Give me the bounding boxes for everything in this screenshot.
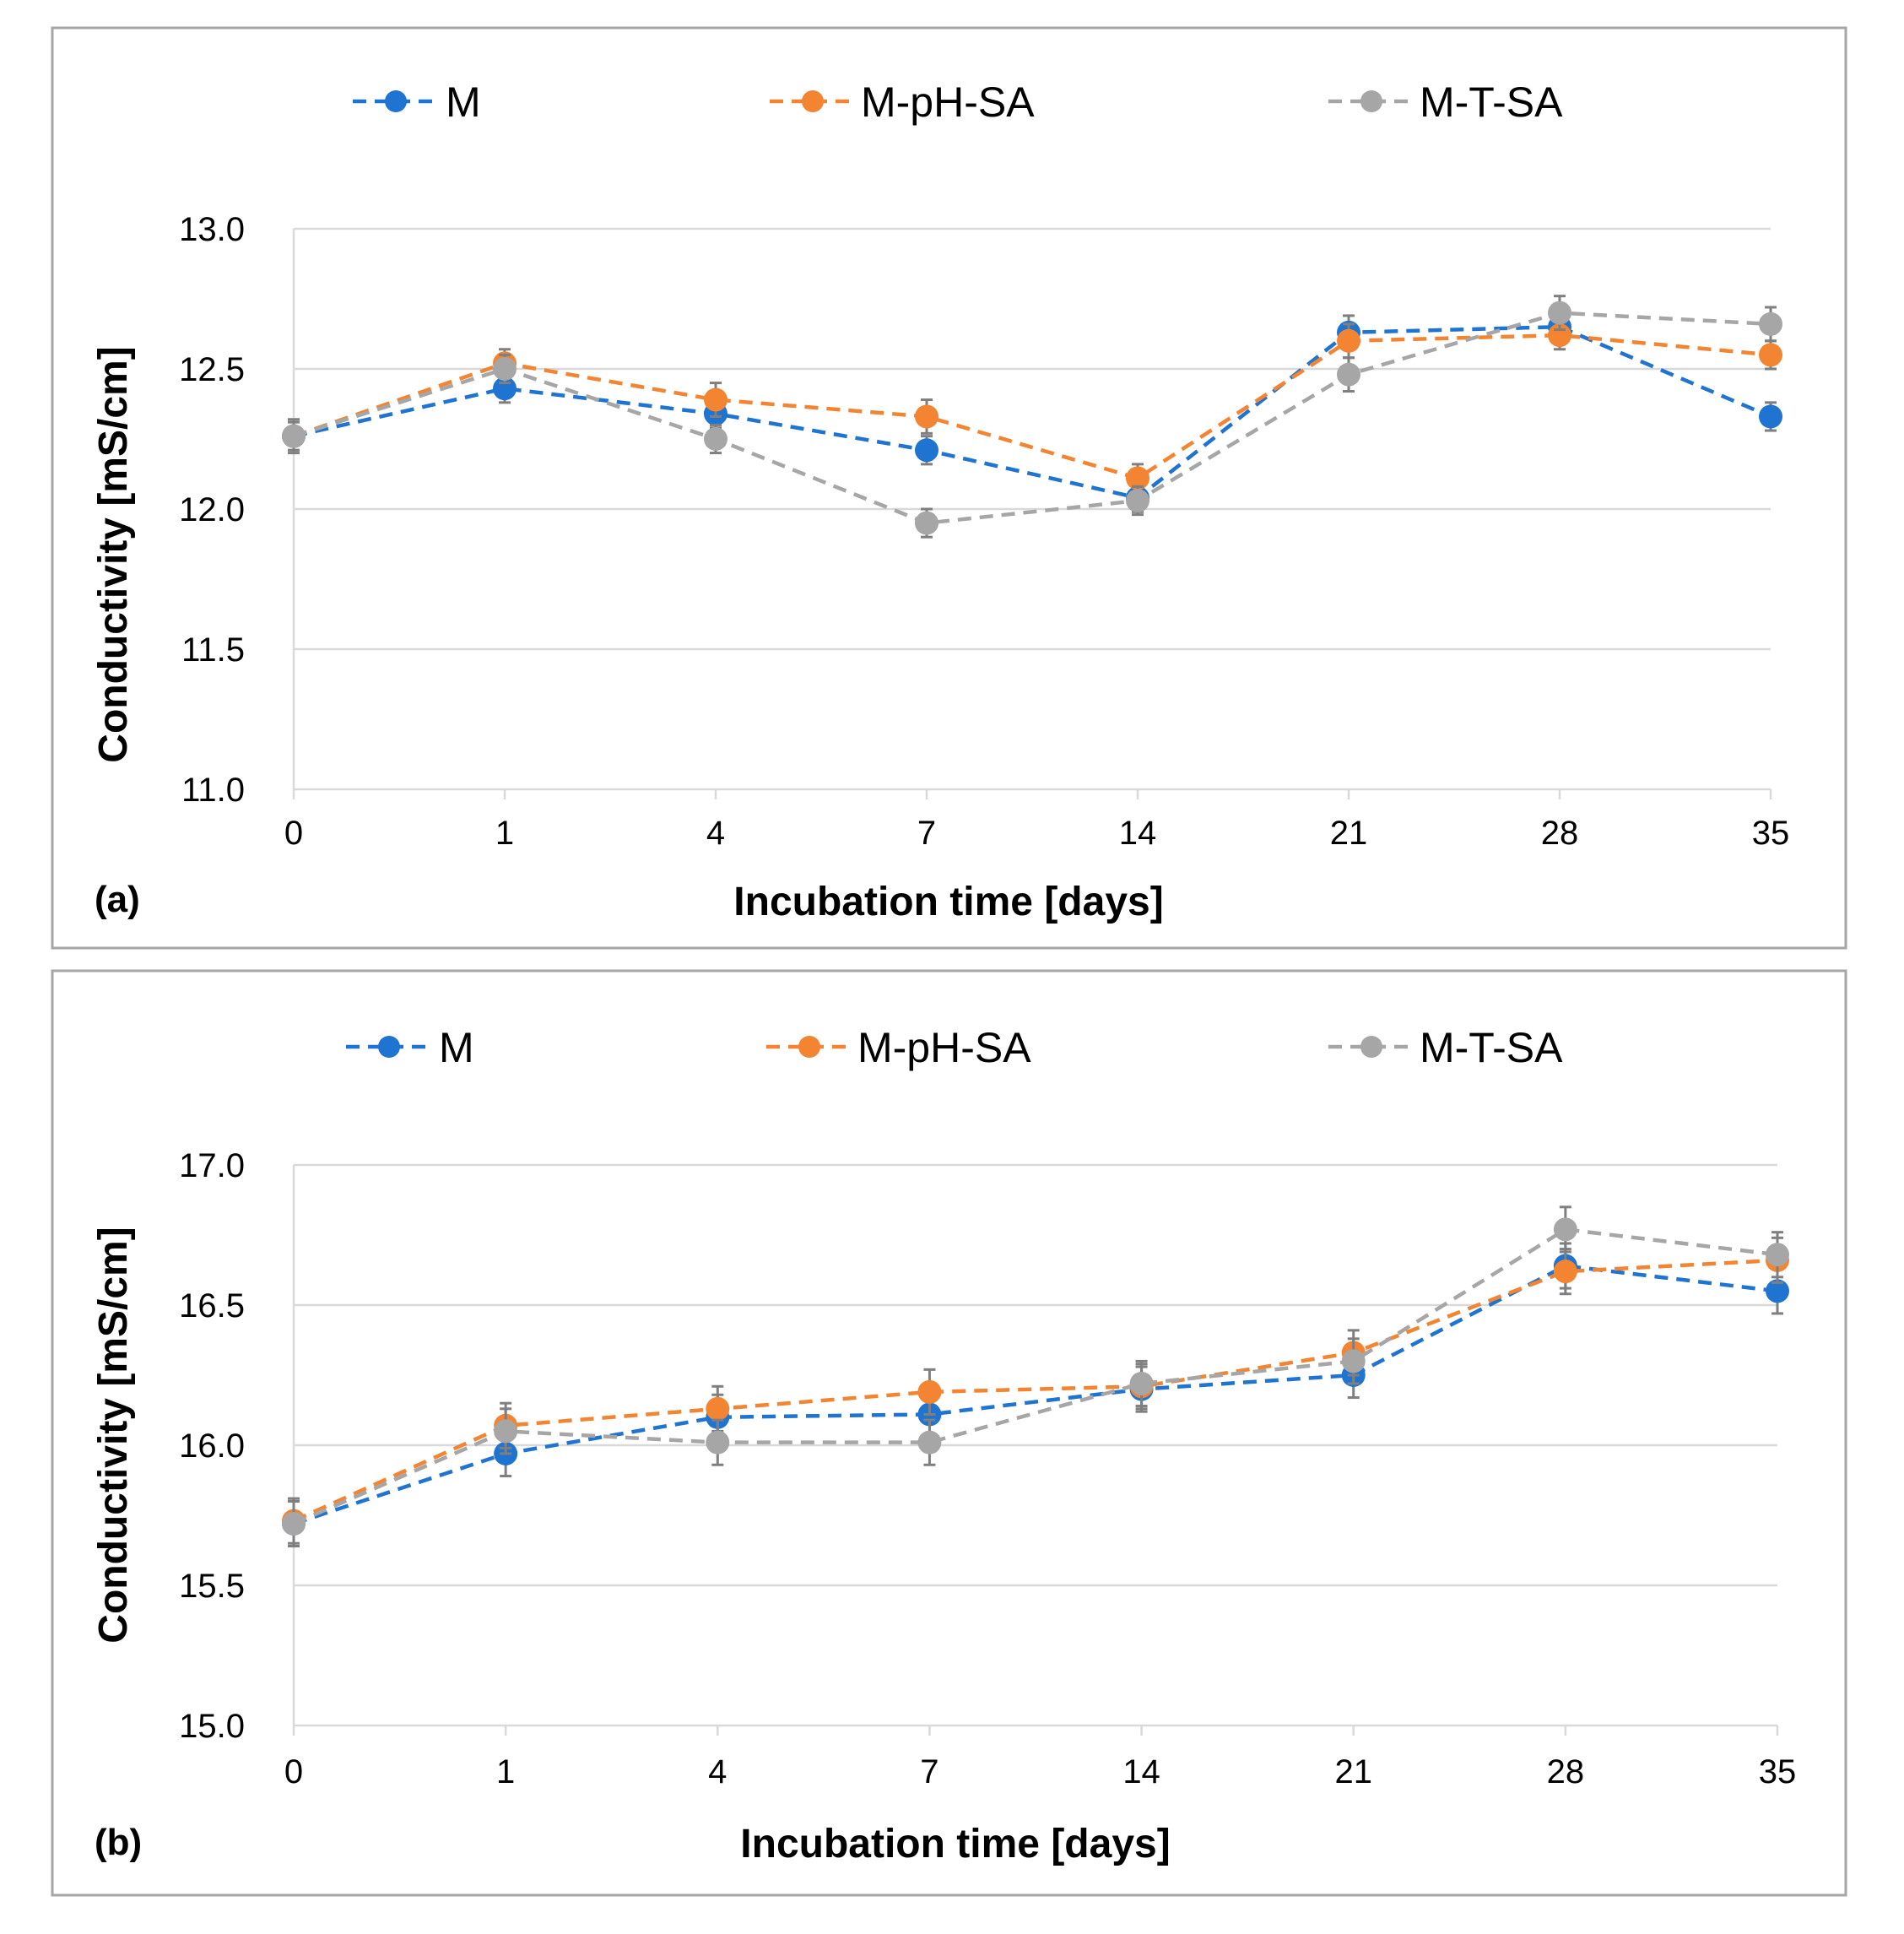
- panel-b-label: (b): [95, 1822, 142, 1863]
- panel-a-series-m-t-sa-line: [293, 311, 1771, 525]
- panel-a-x-tick-label: 35: [1752, 815, 1790, 852]
- legend-a-mt-label: M-T-SA: [1420, 79, 1563, 126]
- panel-b-x-tick-label: 21: [1334, 1753, 1372, 1790]
- panel-b-legend: M M-pH-SA M-T-SA: [346, 1024, 1563, 1071]
- panel-b-series-m-ph-sa-point: [917, 1379, 942, 1404]
- panel-b-x-axis-title: Incubation time [days]: [740, 1822, 1170, 1866]
- panel-b-x-tick-label: 28: [1547, 1753, 1585, 1790]
- legend-b-m-label: M: [439, 1024, 474, 1071]
- legend-b-mt-label: M-T-SA: [1420, 1024, 1563, 1071]
- panel-b-y-tick-label: 16.5: [179, 1287, 245, 1325]
- legend-b-mt-marker: [1360, 1036, 1382, 1058]
- panel-a-series-m-t-sa-point: [1548, 301, 1571, 325]
- panel-b-frame: [51, 969, 1847, 1897]
- panel-a-y-tick-label: 11.5: [181, 631, 245, 669]
- panel-a-frame: [51, 26, 1847, 950]
- legend-b-m-marker: [378, 1036, 400, 1058]
- legend-a-mt-marker: [1360, 90, 1382, 112]
- panel-a-series-m-ph-sa-line: [293, 333, 1771, 480]
- panel-b-series-m-t-sa-point: [706, 1430, 730, 1455]
- panel-b-series-m-t-sa-point: [1766, 1243, 1789, 1267]
- panel-a-x-tick-label: 0: [284, 815, 303, 852]
- panel-b-series-m-t-sa-point: [917, 1430, 942, 1455]
- panel-a-y-tick-label: 11.0: [181, 772, 245, 809]
- legend-a-mph-marker: [802, 90, 824, 112]
- panel-b-x-tick-label: 14: [1122, 1753, 1160, 1790]
- panel-a-legend: M M-pH-SA M-T-SA: [353, 79, 1563, 126]
- panel-a-x-tick-label: 14: [1119, 815, 1157, 852]
- panel-b-y-axis-title: Conductivity [mS/cm]: [91, 1227, 136, 1643]
- panel-a-series-m-ph-sa-point: [1126, 466, 1149, 490]
- legend-a-m-label: M: [446, 79, 481, 126]
- panel-a-x-tick-label: 4: [706, 815, 725, 852]
- panel-a-y-tick-label: 12.5: [179, 351, 245, 388]
- panel-a-label: (a): [95, 879, 140, 920]
- panel-b-series-m-t-sa-point: [1129, 1371, 1154, 1395]
- panel-a-series-m-point: [1759, 404, 1782, 429]
- legend-b-mph-label: M-pH-SA: [857, 1024, 1031, 1071]
- panel-b-x-tick-label: 7: [920, 1753, 938, 1790]
- panel-a-x-axis-title: Incubation time [days]: [733, 880, 1163, 924]
- panel-b-series-m-t-sa-point: [282, 1511, 306, 1536]
- panel-b-x-tick-label: 4: [708, 1753, 727, 1790]
- panel-a-y-tick-label: 12.0: [179, 491, 245, 528]
- panel-a-series-m-t-sa-point: [915, 511, 938, 535]
- panel-a-series-m-point: [915, 438, 938, 463]
- panel-b-series-m-t-sa-point: [494, 1419, 518, 1444]
- panel-a-series-m-t-sa-point: [704, 427, 728, 451]
- panel-b-x-tick-label: 35: [1759, 1753, 1797, 1790]
- panel-a-x-tick-label: 1: [495, 815, 514, 852]
- panel-b-series-m-t-sa-point: [1341, 1349, 1366, 1373]
- panel-b-series-m-ph-sa-point: [706, 1396, 730, 1421]
- panel-b-y-tick-label: 15.0: [179, 1708, 245, 1745]
- panel-a-x-tick-label: 7: [917, 815, 936, 852]
- panel-b-plot: 15.015.516.016.517.00 1 4 7 14 21 28 35: [179, 1147, 1796, 1790]
- legend-a-mph-label: M-pH-SA: [861, 79, 1035, 126]
- panel-b-series-m-ph-sa-line: [293, 1258, 1778, 1523]
- panel-b-series-m-ph-sa-point: [1553, 1260, 1577, 1284]
- panel-a-series-m-ph-sa-point: [1337, 328, 1360, 353]
- panel-a-series-m-t-sa-point: [1337, 362, 1360, 387]
- panel-a-series-m-ph-sa-point: [1759, 343, 1782, 367]
- panel-b-x-tick-label: 1: [496, 1753, 515, 1790]
- panel-a-x-tick-label: 21: [1330, 815, 1368, 852]
- panel-b-y-tick-label: 16.0: [179, 1427, 245, 1465]
- panel-a-series-m-t-sa-point: [1759, 311, 1782, 336]
- panel-b: M M-pH-SA M-T-SA 15.015.516.016.517.00 1 4…: [51, 969, 1847, 1897]
- panel-b-series-m-point: [1766, 1279, 1789, 1303]
- panel-b-series-m-t-sa-point: [1553, 1217, 1577, 1242]
- panel-a-series-m-t-sa-point: [1126, 489, 1149, 513]
- panel-a-y-tick-label: 13.0: [179, 211, 245, 248]
- legend-a-m-marker: [385, 90, 407, 112]
- panel-b-series-m-t-sa-line: [293, 1227, 1778, 1526]
- panel-a-series-m-t-sa-point: [493, 357, 517, 381]
- panel-a-series-m-line: [293, 324, 1771, 501]
- panel-a-series-m-ph-sa-point: [704, 387, 728, 412]
- panel-a-series-m-ph-sa-point: [915, 404, 938, 429]
- panel-a: M M-pH-SA M-T-SA 11.011.512.012.513.00 1 4…: [51, 26, 1847, 950]
- legend-b-mph-marker: [798, 1036, 820, 1058]
- panel-a-x-tick-label: 28: [1541, 815, 1579, 852]
- panel-b-x-tick-label: 0: [284, 1753, 303, 1790]
- panel-a-y-axis-title: Conductivity [mS/cm]: [91, 346, 136, 762]
- panel-a-plot: 11.011.512.012.513.00 1 4 7 14 21 28 35: [179, 211, 1789, 852]
- panel-b-y-tick-label: 15.5: [179, 1568, 245, 1605]
- panel-b-y-tick-label: 17.0: [179, 1147, 245, 1184]
- panel-a-series-m-t-sa-point: [282, 424, 306, 448]
